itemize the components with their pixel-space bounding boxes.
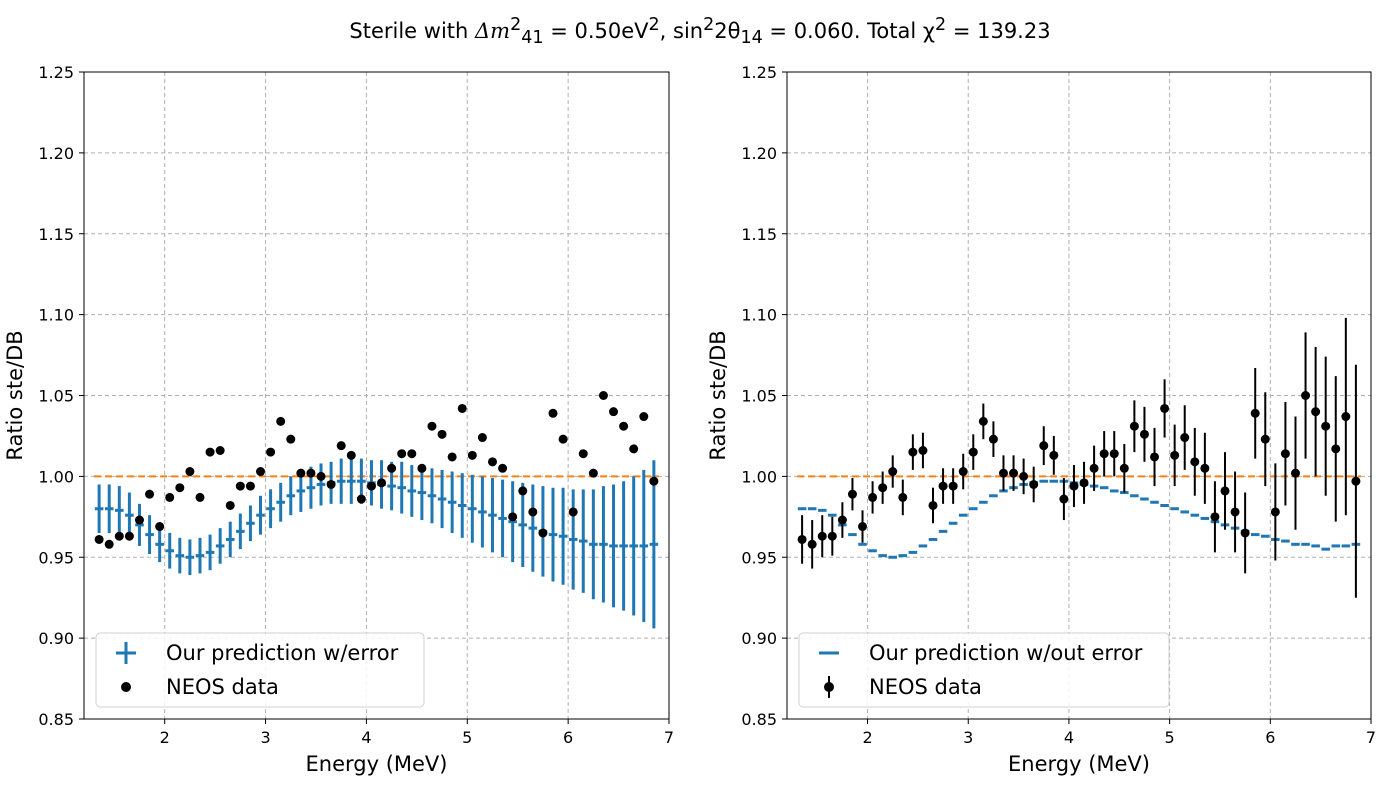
- y-axis-label: Ratio ste/DB: [3, 330, 27, 460]
- data-point: [487, 457, 497, 467]
- y-tick-label: 1.00: [38, 467, 74, 486]
- data-point: [276, 416, 286, 426]
- y-tick-label: 0.95: [38, 548, 74, 567]
- data-point: [568, 507, 578, 517]
- data-point: [165, 492, 175, 502]
- data-point: [437, 429, 447, 439]
- x-tick-label: 2: [160, 728, 170, 747]
- data-point: [508, 512, 518, 522]
- data-point: [417, 463, 427, 473]
- data-point: [548, 408, 558, 418]
- data-point: [457, 403, 467, 413]
- data-point: [528, 507, 538, 517]
- data-point: [407, 449, 417, 459]
- data-point: [215, 445, 225, 455]
- y-tick-label: 1.15: [38, 225, 74, 244]
- data-point: [387, 463, 397, 473]
- data-point: [114, 531, 124, 541]
- legend-label: NEOS data: [166, 675, 279, 699]
- data-point: [94, 534, 104, 544]
- data-point: [467, 450, 477, 460]
- data-point: [155, 522, 165, 532]
- grid: [84, 71, 670, 720]
- y-tick-label: 1.05: [38, 387, 74, 406]
- data-point: [134, 515, 144, 525]
- x-tick-label: 7: [664, 728, 674, 747]
- data-point: [124, 531, 134, 541]
- data-point: [578, 449, 588, 459]
- data-point: [629, 444, 639, 454]
- x-tick-label: 6: [563, 728, 573, 747]
- data-point: [356, 494, 366, 504]
- series-errorbar-cross: [94, 458, 659, 629]
- y-tick-label: 1.10: [38, 306, 74, 325]
- data-point: [427, 421, 437, 431]
- y-tick-label: 0.90: [38, 629, 74, 648]
- data-point: [397, 449, 407, 459]
- data-point: [245, 481, 255, 491]
- data-point: [266, 447, 276, 457]
- data-point: [145, 489, 155, 499]
- data-point: [538, 528, 548, 538]
- data-point: [598, 391, 608, 400]
- data-point: [366, 481, 376, 491]
- x-tick-label: 3: [260, 728, 270, 747]
- y-tick-label: 1.20: [38, 144, 74, 163]
- data-point: [316, 471, 326, 481]
- data-point: [104, 539, 114, 549]
- data-point: [477, 433, 487, 443]
- data-point: [518, 486, 528, 496]
- data-point: [336, 441, 346, 451]
- y-tick-label: 1.25: [38, 63, 74, 82]
- data-point: [639, 412, 649, 422]
- series-dot: [94, 391, 659, 549]
- y-tick-label: 0.85: [38, 710, 74, 729]
- figure-title: Sterile with Δm241 = 0.50eV2, sin22θ14 =…: [349, 15, 1051, 49]
- data-point: [619, 421, 629, 431]
- data-point: [306, 468, 316, 478]
- data-point: [205, 447, 215, 457]
- data-point: [498, 463, 508, 473]
- data-point: [588, 468, 598, 478]
- data-point: [609, 407, 619, 417]
- data-point: [256, 467, 266, 477]
- data-point: [185, 467, 195, 477]
- data-point: [346, 450, 356, 460]
- data-point: [195, 492, 205, 502]
- legend-marker: [121, 682, 131, 692]
- data-point: [326, 479, 336, 489]
- data-point: [286, 434, 296, 444]
- legend-box: [95, 632, 425, 708]
- legend-label: Our prediction w/error: [166, 641, 399, 665]
- x-tick-label: 5: [462, 728, 472, 747]
- data-point: [225, 500, 235, 510]
- data-point: [649, 476, 659, 486]
- data-point: [377, 478, 387, 488]
- x-axis-label: Energy (MeV): [306, 752, 448, 776]
- data-point: [447, 452, 457, 462]
- data-point: [235, 481, 245, 491]
- data-point: [175, 483, 185, 493]
- data-point: [296, 468, 306, 478]
- x-tick-label: 4: [361, 728, 371, 747]
- legend: Our prediction w/error NEOS data: [95, 632, 425, 708]
- data-point: [558, 434, 568, 444]
